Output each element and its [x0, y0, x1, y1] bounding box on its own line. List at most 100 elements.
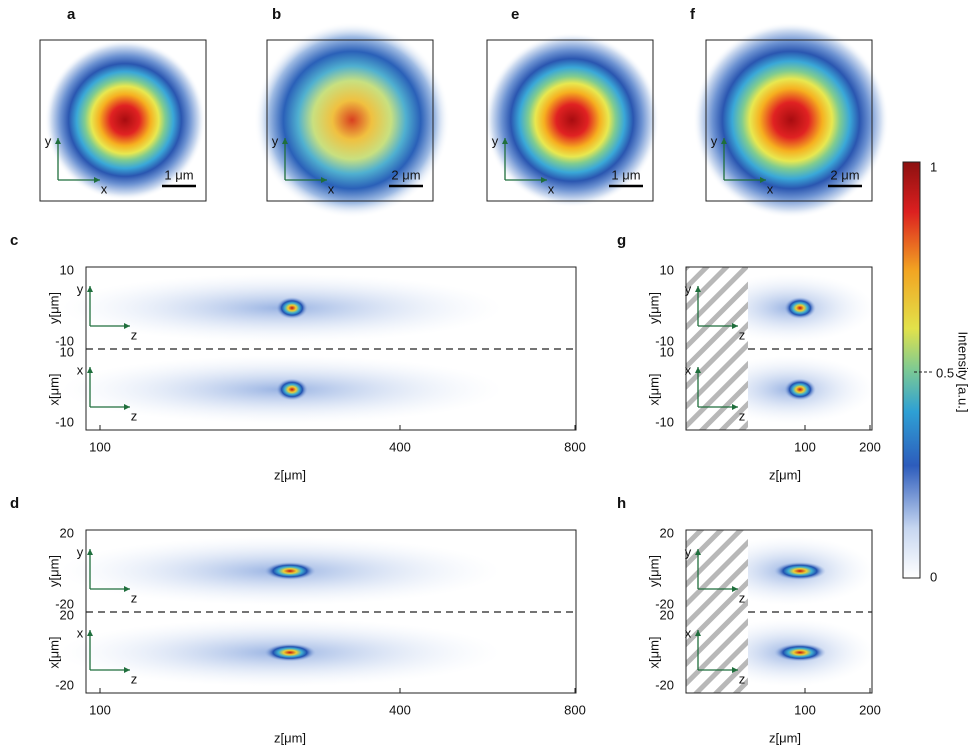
arrow-head: [541, 177, 547, 183]
y-axis-label: x[μm]: [646, 636, 661, 668]
colorbar: [902, 161, 921, 579]
colorbar-label: Intensity [a.u.]: [956, 332, 971, 413]
y-tick-label: 20: [60, 607, 74, 622]
y-tick-label: -20: [655, 677, 674, 692]
axis-name: y: [685, 544, 692, 559]
arrow-head: [124, 404, 130, 410]
focus: [784, 378, 816, 401]
focus: [276, 297, 308, 319]
axis-name: y: [77, 281, 84, 296]
y-tick-label: -20: [655, 596, 674, 611]
focus: [264, 643, 316, 662]
axis-name: y: [77, 544, 84, 559]
axis-name: z: [131, 408, 138, 423]
arrow-head: [760, 177, 766, 183]
y-axis-label: x[μm]: [46, 373, 61, 405]
x-axis-label: z[μm]: [769, 467, 801, 482]
y-axis-label: y[μm]: [646, 292, 661, 324]
arrow-head: [124, 586, 130, 592]
axis-name: x: [685, 625, 692, 640]
axis-name: z: [131, 671, 138, 686]
arrow-head: [94, 177, 100, 183]
plot-border: [85, 529, 577, 694]
axis-name: z: [131, 590, 138, 605]
hatched-region: [686, 349, 748, 430]
y-tick-label: 20: [60, 525, 74, 540]
focus: [784, 297, 816, 319]
panel-label: f: [690, 6, 696, 23]
y-tick-label: -10: [655, 333, 674, 348]
intensity-image: [484, 32, 660, 208]
panel-label: g: [617, 232, 626, 249]
axis-name: z: [131, 327, 138, 342]
hatched-region: [686, 267, 748, 349]
arrow-head: [321, 177, 327, 183]
image-border: [705, 39, 873, 202]
arrow-head: [87, 286, 93, 292]
arrow-head: [124, 667, 130, 673]
x-tick-label: 100: [89, 702, 111, 717]
arrow-head: [87, 630, 93, 636]
x-axis-label: z[μm]: [274, 467, 306, 482]
x-tick-label: 400: [389, 439, 411, 454]
arrow-head: [502, 138, 508, 144]
arrow-head: [87, 549, 93, 555]
plot-border: [685, 529, 873, 694]
x-tick-label: 100: [89, 439, 111, 454]
y-axis-label: x[μm]: [646, 373, 661, 405]
axis-name: z: [739, 327, 746, 342]
focus: [774, 643, 826, 662]
arrow-head: [695, 549, 701, 555]
x-tick-label: 100: [794, 439, 816, 454]
y-tick-label: -20: [55, 596, 74, 611]
axis-name: y: [685, 281, 692, 296]
hatched-region: [686, 612, 748, 693]
arrow-head: [124, 323, 130, 329]
panel-label: d: [10, 495, 19, 512]
arrow-head: [55, 138, 61, 144]
y-tick-label: 10: [660, 262, 674, 277]
arrow-head: [732, 667, 738, 673]
y-tick-label: 20: [660, 607, 674, 622]
axis-name: x: [328, 181, 335, 196]
axis-name: x: [101, 181, 108, 196]
image-border: [266, 39, 434, 202]
axis-name: x: [77, 362, 84, 377]
arrow-head: [721, 138, 727, 144]
x-axis-label: z[μm]: [769, 730, 801, 745]
axis-name: x: [685, 362, 692, 377]
y-axis-label: x[μm]: [46, 636, 61, 668]
plot-border: [85, 266, 577, 431]
y-tick-label: 20: [660, 525, 674, 540]
panel-label: c: [10, 232, 18, 249]
intensity-image: [693, 22, 889, 218]
panel-label: a: [67, 6, 76, 23]
y-axis-label: y[μm]: [646, 555, 661, 587]
x-tick-label: 800: [564, 702, 586, 717]
arrow-head: [282, 138, 288, 144]
arrow-head: [732, 404, 738, 410]
image-border: [486, 39, 654, 202]
axis-name: z: [739, 590, 746, 605]
axis-name: x: [548, 181, 555, 196]
x-axis-label: z[μm]: [274, 730, 306, 745]
focus: [276, 378, 308, 401]
scale-bar-label: 1 μm: [164, 167, 193, 182]
arrow-head: [732, 586, 738, 592]
y-axis-label: y[μm]: [46, 292, 61, 324]
arrow-head: [732, 323, 738, 329]
arrow-head: [695, 367, 701, 373]
y-tick-label: 10: [60, 262, 74, 277]
axis-name: y: [711, 133, 718, 148]
panel-label: b: [272, 6, 281, 23]
panel-label: e: [511, 6, 519, 23]
axis-name: y: [272, 133, 279, 148]
y-tick-label: -20: [55, 677, 74, 692]
image-border: [39, 39, 207, 202]
arrow-head: [695, 630, 701, 636]
y-tick-label: 10: [60, 344, 74, 359]
hatched-region: [686, 530, 748, 612]
intensity-image: [44, 39, 206, 201]
colorbar-tick-label: 0: [930, 569, 937, 584]
